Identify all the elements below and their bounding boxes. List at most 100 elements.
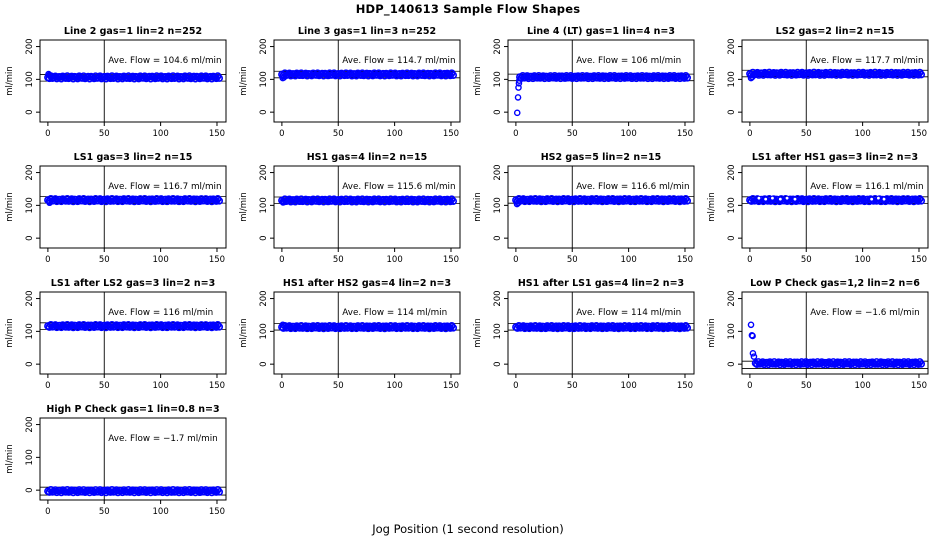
svg-text:0: 0 [25,109,35,114]
subplot: HS1 after LS1 gas=4 lin=2 n=3 0 100 200 ml/m… [468,272,702,398]
y-axis-ticks: 0 100 200 [25,416,40,493]
svg-text:150: 150 [209,255,225,265]
ave-flow-annotation: Ave. Flow = −1.6 ml/min [810,308,919,318]
svg-text:50: 50 [801,129,812,139]
y-axis-ticks: 0 100 200 [493,164,508,241]
y-axis-ticks: 0 100 200 [259,38,274,115]
subplot: High P Check gas=1 lin=0.8 n=3 0 100 200 ml/… [0,398,234,524]
svg-text:0: 0 [25,235,35,240]
x-axis-ticks: 0 50 100 150 [45,122,225,139]
y-axis-label: ml/min [239,66,249,96]
subplot-title: Line 2 gas=1 lin=2 n=252 [64,26,202,37]
svg-text:150: 150 [209,129,225,139]
svg-text:150: 150 [911,129,927,139]
subplot-canvas: HS1 after LS1 gas=4 lin=2 n=3 0 100 200 ml/m… [473,278,695,391]
svg-text:100: 100 [493,71,503,87]
x-axis-ticks: 0 50 100 150 [279,122,459,139]
subplot: HS1 after HS2 gas=4 lin=2 n=3 0 100 200 ml/m… [234,272,468,398]
x-axis-ticks: 0 50 100 150 [747,374,927,391]
y-axis-ticks: 0 100 200 [727,164,742,241]
subplot-canvas: Low P Check gas=1,2 lin=2 n=6 0 100 200 ml/m… [707,278,929,391]
subplot-title: HS1 after HS2 gas=4 lin=2 n=3 [283,278,451,289]
svg-text:200: 200 [727,38,737,54]
y-axis-label: ml/min [5,444,15,474]
svg-text:100: 100 [621,381,637,391]
data-points [513,199,522,208]
svg-text:100: 100 [387,255,403,265]
svg-text:0: 0 [493,109,503,114]
ave-flow-annotation: Ave. Flow = −1.7 ml/min [108,434,217,444]
svg-text:100: 100 [153,255,169,265]
svg-text:100: 100 [153,381,169,391]
svg-text:150: 150 [911,381,927,391]
svg-text:50: 50 [567,381,578,391]
ave-flow-annotation: Ave. Flow = 106 ml/min [576,56,681,66]
subplot-title: HS2 gas=5 lin=2 n=15 [541,152,662,163]
svg-text:100: 100 [855,129,871,139]
x-axis-ticks: 0 50 100 150 [747,248,927,265]
plot-frame [273,291,461,375]
x-axis-ticks: 0 50 100 150 [513,122,693,139]
svg-text:50: 50 [333,381,344,391]
data-band [512,195,692,206]
y-axis-label: ml/min [707,192,717,222]
subplot-canvas: LS1 gas=3 lin=2 n=15 0 100 200 ml/min 0 50 100 1… [5,152,227,265]
svg-text:200: 200 [727,164,737,180]
x-axis-ticks: 0 50 100 150 [513,248,693,265]
svg-text:0: 0 [513,129,518,139]
svg-text:100: 100 [25,449,35,465]
data-band [751,358,926,369]
y-axis-label: ml/min [239,192,249,222]
plot-frame [39,291,227,375]
ave-flow-annotation: Ave. Flow = 116.7 ml/min [108,182,221,192]
y-axis-ticks: 0 100 200 [259,290,274,367]
svg-text:0: 0 [493,361,503,366]
y-axis-label: ml/min [707,318,717,348]
y-axis-ticks: 0 100 200 [727,38,742,115]
svg-text:100: 100 [493,197,503,213]
svg-text:0: 0 [747,129,752,139]
svg-text:100: 100 [25,323,35,339]
svg-text:0: 0 [45,381,50,391]
svg-text:150: 150 [443,255,459,265]
subplot: LS1 after HS1 gas=3 lin=2 n=3 0 100 200 ml/m… [702,146,936,272]
subplot: HS2 gas=5 lin=2 n=15 0 100 200 ml/min 0 50 100 1… [468,146,702,272]
data-band [44,72,224,83]
ave-flow-annotation: Ave. Flow = 114.7 ml/min [342,56,455,66]
subplot-title: Line 4 (LT) gas=1 lin=4 n=3 [527,26,675,37]
data-points [279,321,287,329]
svg-text:100: 100 [387,129,403,139]
x-axis-ticks: 0 50 100 150 [45,374,225,391]
subplot-canvas: HS2 gas=5 lin=2 n=15 0 100 200 ml/min 0 50 100 1… [473,152,695,265]
data-points [747,321,758,360]
x-axis-ticks: 0 50 100 150 [45,500,225,517]
svg-text:50: 50 [333,129,344,139]
subplot-canvas: Line 2 gas=1 lin=2 n=252 0 100 200 ml/min 0 50… [5,26,227,139]
x-axis-ticks: 0 50 100 150 [747,122,927,139]
svg-text:150: 150 [209,507,225,517]
svg-text:50: 50 [99,507,110,517]
data-points [45,70,53,79]
svg-text:0: 0 [513,255,518,265]
ave-flow-annotation: Ave. Flow = 116.1 ml/min [810,182,923,192]
x-axis-label: Jog Position (1 second resolution) [372,522,564,536]
data-points [513,77,523,117]
subplot-canvas: LS1 after LS2 gas=3 lin=2 n=3 0 100 200 ml/m… [5,278,227,391]
subplot: Line 3 gas=1 lin=3 n=252 0 100 200 ml/min 0 50… [234,20,468,146]
page-title: HDP_140613 Sample Flow Shapes [355,2,581,16]
svg-text:0: 0 [493,235,503,240]
svg-text:50: 50 [99,129,110,139]
plot-frame [741,291,929,375]
svg-text:0: 0 [25,487,35,492]
subplot-canvas: High P Check gas=1 lin=0.8 n=3 0 100 200 ml/… [5,404,227,517]
data-points [46,199,53,207]
svg-text:200: 200 [493,38,503,54]
svg-text:100: 100 [153,507,169,517]
svg-text:0: 0 [259,109,269,114]
data-band [278,195,458,206]
svg-text:100: 100 [493,323,503,339]
svg-text:50: 50 [99,381,110,391]
y-axis-ticks: 0 100 200 [493,38,508,115]
y-axis-label: ml/min [473,318,483,348]
